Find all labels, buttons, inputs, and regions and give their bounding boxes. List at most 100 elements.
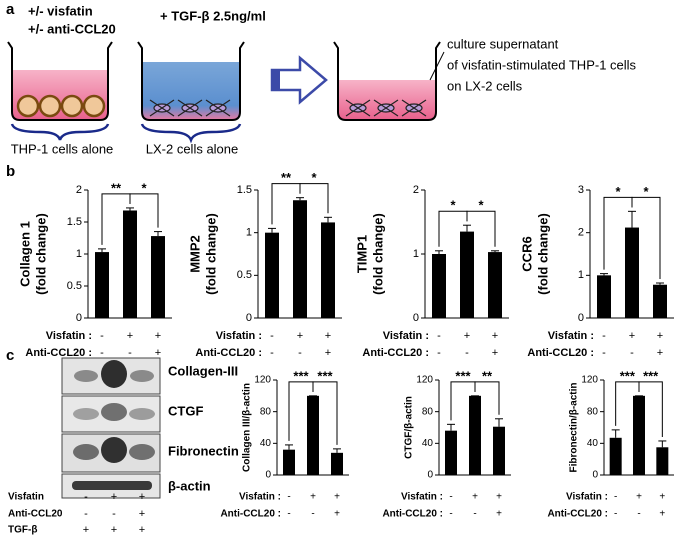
treatment-sign: +: [659, 509, 665, 520]
y-axis-label: (fold change): [33, 213, 48, 295]
treatment-label: Anti-CCL20 :: [547, 509, 608, 520]
significance-label: *: [141, 180, 147, 195]
treatment-sign: +: [657, 330, 663, 342]
treatment-label: Visfatin :: [239, 492, 281, 503]
bar: [656, 447, 669, 475]
y-tick-label: 2: [578, 227, 584, 239]
treatment-label: Anti-CCL20 :: [362, 347, 429, 359]
bar: [95, 252, 109, 318]
treatment-sign: -: [630, 347, 634, 359]
treatment-sign: -: [473, 509, 476, 520]
treatment-text: +/- anti-CCL20: [28, 21, 116, 36]
y-tick-label: 120: [416, 375, 433, 386]
treatment-sign: +: [325, 330, 331, 342]
y-tick-label: 0.5: [237, 269, 252, 281]
panel-label: c: [6, 347, 14, 364]
treatment-sign: -: [298, 347, 302, 359]
treatment-label: Visfatin :: [383, 330, 429, 342]
y-tick-label: 0: [246, 312, 252, 324]
treatment-label: Anti-CCL20 :: [25, 347, 92, 359]
treatment-label: Visfatin :: [566, 492, 608, 503]
significance-label: ***: [293, 368, 309, 383]
treatment-sign: -: [270, 330, 274, 342]
treatment-label: Visfatin :: [216, 330, 262, 342]
bar: [460, 231, 474, 318]
treatment-sign: +: [139, 524, 145, 536]
treatment-sign: +: [334, 509, 340, 520]
panel-label: a: [6, 1, 15, 18]
y-axis-label: (fold change): [370, 213, 385, 295]
treatment-sign: +: [127, 330, 133, 342]
significance-bracket: [129, 193, 159, 228]
y-tick-label: 120: [254, 375, 271, 386]
treatment-sign: +: [334, 492, 340, 503]
treatment-sign: +: [657, 347, 663, 359]
bar: [151, 236, 165, 318]
significance-label: **: [111, 180, 122, 195]
bar: [609, 437, 622, 475]
treatment-text: +/- visfatin: [28, 3, 93, 18]
note-text: on LX-2 cells: [447, 78, 523, 93]
treatment-sign: +: [492, 330, 498, 342]
bar: [445, 430, 457, 475]
treatment-label: Visfatin :: [401, 492, 443, 503]
y-tick-label: 1: [578, 269, 584, 281]
y-tick-label: 0: [413, 312, 419, 324]
bar: [321, 222, 335, 318]
significance-bracket: [312, 381, 338, 445]
treatment-sign: -: [112, 508, 116, 520]
y-axis-label: Collagen 1: [17, 221, 32, 287]
treatment-sign: -: [437, 347, 441, 359]
treatment-sign: -: [465, 347, 469, 359]
treatment-sign: +: [492, 347, 498, 359]
treatment-sign: +: [310, 492, 316, 503]
y-axis-label: Collagen III/β-actin: [242, 383, 253, 472]
y-tick-label: 1.5: [237, 184, 252, 196]
well-2: [137, 41, 245, 121]
treatment-label: Anti-CCL20 :: [220, 509, 281, 520]
bar: [625, 227, 639, 318]
treatment-sign: +: [111, 491, 117, 503]
treatment-label: Visfatin: [8, 492, 44, 503]
brace: [10, 123, 110, 141]
significance-bracket: [466, 210, 496, 247]
treatment-label: Anti-CCL20 :: [195, 347, 262, 359]
y-tick-label: 0: [76, 312, 82, 324]
bar: [307, 395, 319, 475]
treatment-sign: +: [111, 524, 117, 536]
treatment-sign: -: [437, 330, 441, 342]
significance-bracket: [631, 196, 661, 280]
y-tick-label: 0: [592, 470, 598, 481]
significance-label: ***: [317, 368, 333, 383]
y-axis-label: TIMP1: [354, 235, 369, 273]
significance-label: *: [615, 184, 621, 199]
treatment-sign: -: [311, 509, 314, 520]
note-text: culture supernatant: [447, 36, 559, 51]
bar: [597, 275, 611, 318]
treatment-sign: +: [297, 330, 303, 342]
treatment-sign: -: [84, 508, 88, 520]
tgf-text: + TGF-β 2.5ng/ml: [160, 8, 266, 23]
y-axis-label: Fibronectin/β-actin: [569, 383, 580, 473]
significance-label: *: [478, 198, 484, 213]
bar: [469, 395, 481, 475]
y-tick-label: 2: [76, 184, 82, 196]
brace: [140, 123, 242, 144]
bar: [432, 254, 446, 318]
bar: [293, 200, 307, 318]
y-tick-label: 40: [587, 438, 599, 449]
significance-label: **: [482, 368, 493, 383]
treatment-sign: +: [155, 347, 161, 359]
y-axis-label: (fold change): [203, 213, 218, 295]
significance-bracket: [638, 381, 663, 437]
y-tick-label: 0: [427, 470, 433, 481]
y-axis-label: CTGF/β-actin: [404, 396, 415, 459]
treatment-sign: -: [84, 491, 88, 503]
treatment-sign: +: [139, 508, 145, 520]
treatment-label: Visfatin :: [46, 330, 92, 342]
significance-label: **: [281, 170, 292, 185]
treatment-sign: -: [287, 492, 290, 503]
treatment-sign: +: [496, 509, 502, 520]
treatment-sign: +: [325, 347, 331, 359]
y-axis-label: (fold change): [535, 213, 550, 295]
